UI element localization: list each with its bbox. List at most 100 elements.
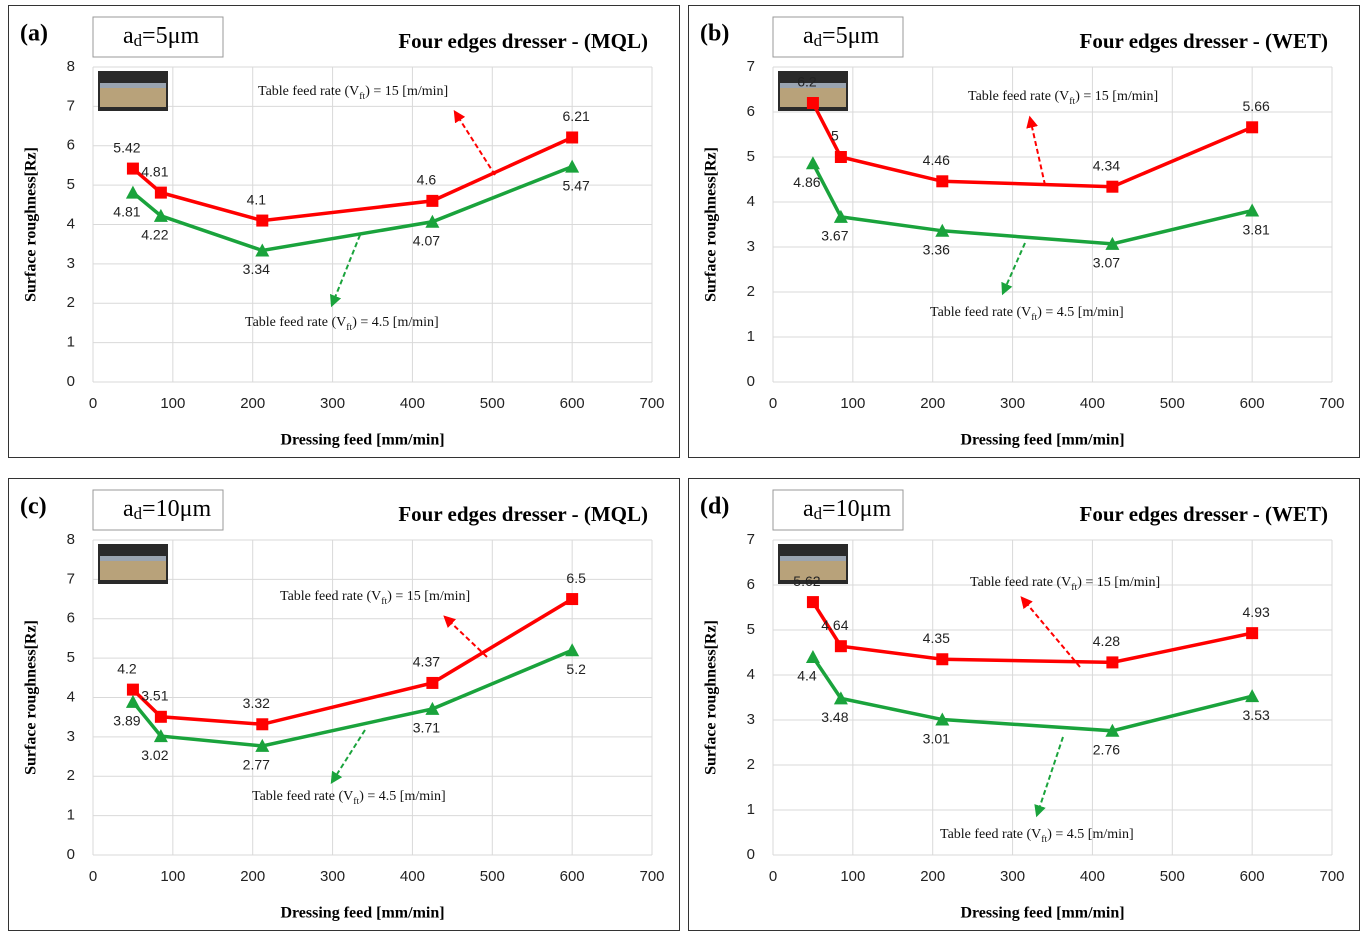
data-label: 4.4	[797, 668, 817, 684]
data-label: 4.81	[141, 163, 168, 179]
depth-box	[772, 16, 904, 58]
x-tick-label: 200	[920, 868, 945, 885]
depth-box	[92, 16, 224, 58]
annotation: Table feed rate (Vft) = 4.5 [m/min]	[252, 789, 446, 807]
marker	[426, 194, 439, 207]
marker	[936, 653, 949, 666]
photo-strip	[100, 560, 166, 580]
y-tick-label: 5	[747, 148, 755, 165]
y-tick-label: 3	[747, 238, 755, 255]
y-tick-label: 7	[67, 97, 75, 114]
data-label: 3.07	[1093, 255, 1120, 271]
marker	[153, 208, 168, 222]
photo-edge	[100, 556, 166, 561]
data-label: 4.2	[117, 660, 137, 676]
x-tick-label: 700	[639, 868, 664, 885]
marker	[935, 223, 950, 237]
depth-label: ad=10μm	[123, 496, 211, 523]
y-tick-label: 2	[747, 756, 755, 773]
y-tick-label: 4	[67, 688, 75, 705]
annotation-sub: ft	[1071, 582, 1077, 593]
annotation-part: ) = 15 [m/min]	[1077, 575, 1160, 590]
panel-label: (b)	[700, 21, 729, 47]
annotation: Table feed rate (Vft) = 15 [m/min]	[968, 89, 1158, 107]
annotation-part: Table feed rate (V	[940, 827, 1041, 842]
chart-title: Four edges dresser - (MQL)	[398, 29, 648, 53]
marker	[805, 156, 820, 170]
y-axis-label: Surface roughness[Rz]	[23, 620, 40, 775]
y-tick-label: 3	[67, 255, 75, 272]
annotation-part: ) = 15 [m/min]	[1075, 89, 1158, 104]
x-tick-label: 100	[840, 868, 865, 885]
chart-title: Four edges dresser - (MQL)	[398, 502, 648, 526]
x-tick-label: 700	[1319, 395, 1344, 412]
data-label: 4.28	[1093, 633, 1120, 649]
marker	[1246, 121, 1259, 134]
y-tick-label: 4	[67, 215, 75, 232]
data-label: 4.93	[1243, 604, 1270, 620]
x-tick-label: 500	[480, 395, 505, 412]
x-tick-label: 100	[160, 395, 185, 412]
annotation-arrow	[1034, 736, 1064, 818]
panel-label: (d)	[700, 494, 729, 520]
data-label: 2.76	[1093, 742, 1120, 758]
depth-label-part: a	[123, 496, 134, 522]
x-tick-label: 100	[160, 868, 185, 885]
marker	[833, 691, 848, 705]
data-label: 3.34	[243, 261, 270, 277]
data-label: 4.34	[1093, 157, 1120, 173]
x-tick-label: 600	[1240, 395, 1265, 412]
data-label: 6.21	[563, 108, 590, 124]
annotation-arrow	[453, 109, 496, 176]
data-label: 4.07	[413, 232, 440, 248]
x-tick-label: 400	[1080, 395, 1105, 412]
depth-label-part: =10μm	[142, 496, 211, 522]
marker	[833, 209, 848, 223]
data-label: 3.51	[141, 687, 168, 703]
y-tick-label: 4	[747, 193, 755, 210]
x-tick-label: 600	[560, 868, 585, 885]
x-tick-label: 0	[769, 395, 777, 412]
x-tick-label: 700	[1319, 868, 1344, 885]
data-label: 3.36	[923, 242, 950, 258]
marker	[936, 175, 949, 188]
panel-label: (a)	[20, 21, 48, 47]
data-label: 5.66	[1243, 98, 1270, 114]
marker	[154, 710, 167, 723]
marker	[154, 186, 167, 199]
depth-box	[772, 489, 904, 531]
annotation-part: Table feed rate (V	[280, 589, 381, 604]
data-label: 6.5	[566, 570, 586, 586]
annotation-part: ) = 4.5 [m/min]	[352, 315, 438, 330]
marker	[565, 643, 580, 657]
marker	[805, 650, 820, 663]
y-tick-label: 0	[747, 373, 755, 390]
panel: (c) ad=10μm Four edges dresser - (MQL) Surf…	[8, 478, 680, 931]
data-label: 4.35	[923, 630, 950, 646]
depth-label-sub: d	[134, 31, 143, 50]
marker	[425, 701, 440, 715]
annotation-part: Table feed rate (V	[970, 575, 1071, 590]
marker	[1105, 236, 1120, 250]
marker	[426, 676, 439, 689]
y-axis-label: Surface roughness[Rz]	[703, 620, 720, 775]
marker	[566, 131, 579, 144]
annotation: Table feed rate (Vft) = 4.5 [m/min]	[245, 315, 439, 333]
y-tick-label: 7	[747, 58, 755, 75]
annotation-arrow	[1020, 596, 1081, 668]
y-tick-label: 2	[67, 767, 75, 784]
data-label: 3.02	[141, 747, 168, 763]
marker	[256, 718, 269, 731]
annotation: Table feed rate (Vft) = 15 [m/min]	[280, 589, 470, 607]
depth-label-part: =10μm	[822, 496, 891, 522]
data-label: 5.62	[793, 573, 820, 589]
y-tick-label: 6	[67, 137, 75, 154]
annotation-sub: ft	[359, 91, 365, 102]
x-tick-label: 200	[920, 395, 945, 412]
x-tick-label: 300	[1000, 395, 1025, 412]
photo-edge	[780, 556, 846, 561]
x-tick-label: 300	[320, 868, 345, 885]
depth-label: ad=5μm	[123, 23, 199, 50]
marker	[255, 243, 270, 257]
y-tick-label: 8	[67, 531, 75, 548]
